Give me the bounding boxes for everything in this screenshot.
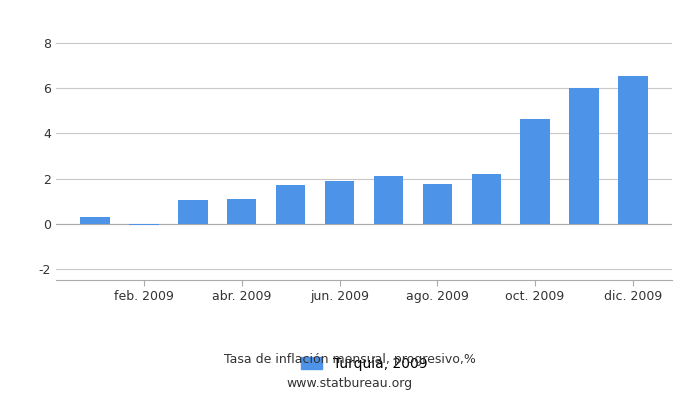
- Bar: [374, 176, 403, 224]
- Bar: [80, 217, 110, 224]
- Bar: [276, 185, 305, 224]
- Legend: Turquía, 2009: Turquía, 2009: [301, 356, 427, 371]
- Bar: [178, 200, 208, 224]
- Bar: [472, 174, 501, 224]
- Bar: [520, 119, 550, 224]
- Bar: [130, 224, 159, 225]
- Bar: [325, 182, 354, 224]
- Text: www.statbureau.org: www.statbureau.org: [287, 378, 413, 390]
- Bar: [227, 199, 256, 224]
- Text: Tasa de inflación mensual, progresivo,%: Tasa de inflación mensual, progresivo,%: [224, 354, 476, 366]
- Bar: [569, 88, 598, 224]
- Bar: [618, 76, 648, 224]
- Bar: [423, 184, 452, 224]
